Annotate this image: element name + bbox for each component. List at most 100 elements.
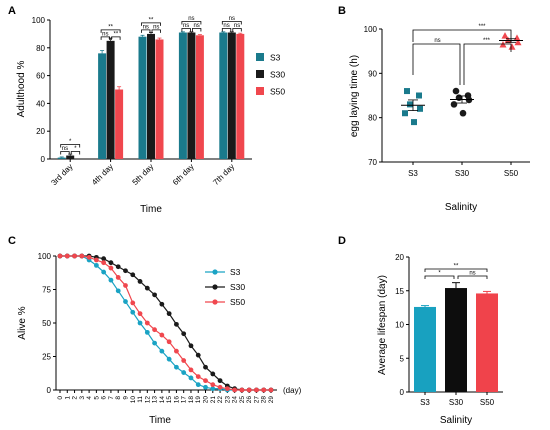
c-point-s50: [144, 320, 150, 326]
a-bar-s30: [106, 40, 115, 159]
a-bar-s30: [147, 33, 155, 159]
c-x-tick-label: 4: [86, 396, 93, 400]
d-significance-label: *: [438, 271, 441, 277]
d-bar-s3: [414, 306, 436, 392]
c-point-s30: [174, 321, 179, 327]
c-x-tick-label: 5: [93, 396, 100, 400]
c-x-tick-label: 16: [173, 396, 180, 404]
a-significance-label: **: [108, 24, 113, 30]
a-significance-bracket: [181, 28, 191, 32]
b-y-axis-label: egg laying time (h): [349, 55, 360, 137]
c-point-s50: [268, 387, 274, 393]
c-point-s50: [93, 257, 99, 263]
b-point-s50: [501, 32, 509, 39]
b-point-s50: [504, 36, 512, 44]
b-point-s50: [508, 43, 516, 50]
b-point-s30: [459, 109, 467, 117]
a-significance-label: ns: [143, 24, 149, 30]
c-x-axis-label: Time: [149, 415, 171, 426]
d-x-tick-label: S3: [420, 398, 430, 407]
a-significance-label: ns: [223, 23, 229, 29]
c-point-s3: [137, 320, 143, 326]
c-point-s3: [144, 329, 150, 335]
b-point-s3: [407, 101, 413, 108]
c-point-s50: [188, 367, 194, 373]
b-point-s3: [404, 88, 410, 95]
b-point-s3: [411, 119, 417, 126]
d-x-axis-label: Salinity: [440, 415, 472, 426]
c-x-tick-label: 3: [79, 396, 86, 400]
c-point-s50: [217, 384, 223, 390]
a-significance-bracket: [232, 28, 242, 32]
a-significance-bracket: [141, 29, 151, 33]
b-x-tick-label: S50: [504, 169, 519, 178]
c-x-tick-label: 8: [115, 396, 122, 400]
c-point-s50: [72, 253, 77, 259]
c-point-s50: [79, 253, 85, 259]
a-significance-label: **: [114, 31, 119, 37]
a-y-tick-label: 80: [36, 44, 45, 53]
c-point-s30: [130, 272, 136, 278]
panel-letter-c: C: [8, 235, 16, 247]
b-point-s30: [450, 101, 458, 108]
a-x-tick-label: 3rd day: [49, 162, 74, 187]
a-y-tick-label: 40: [36, 99, 45, 108]
a-bar-s3: [138, 36, 147, 159]
d-x-tick-label: S50: [480, 398, 495, 407]
d-y-tick-label: 10: [395, 321, 404, 330]
c-y-tick-label: 100: [38, 252, 52, 261]
c-point-s30: [108, 260, 114, 266]
c-x-tick-label: 26: [246, 396, 253, 404]
c-point-s50: [232, 387, 238, 393]
a-x-tick-label: 5th day: [130, 162, 155, 187]
a-significance-bracket: [141, 22, 161, 26]
c-x-tick-label: 12: [144, 396, 151, 404]
a-significance-bracket: [111, 36, 121, 40]
c-point-s30: [210, 371, 216, 377]
a-significance-bracket: [70, 151, 81, 155]
a-significance-bracket: [221, 28, 232, 32]
c-y-tick-label: 50: [42, 319, 51, 328]
panel-letter-b: B: [338, 5, 346, 17]
c-point-s50: [254, 387, 259, 393]
b-point-s50: [514, 38, 522, 46]
a-legend-label: S30: [270, 70, 285, 80]
c-legend-marker-s3: [212, 269, 218, 275]
c-point-s50: [239, 387, 245, 393]
c-point-s30: [188, 343, 194, 349]
b-x-axis-label: Salinity: [445, 202, 477, 213]
c-point-s50: [57, 253, 63, 259]
b-x-tick-label: S30: [455, 169, 470, 178]
a-x-tick-label: 6th day: [171, 162, 196, 187]
c-x-tick-label: 22: [217, 396, 224, 404]
c-point-s3: [203, 384, 208, 390]
c-point-s50: [246, 387, 252, 393]
d-y-tick-label: 20: [395, 253, 404, 262]
d-significance-bracket: [424, 275, 455, 279]
c-point-s3: [181, 370, 187, 375]
c-y-tick-label: 0: [47, 386, 52, 395]
c-point-s30: [152, 292, 157, 298]
c-x-tick-label: 2: [72, 396, 79, 400]
d-y-tick-label: 5: [400, 354, 405, 363]
a-x-axis-label: Time: [140, 204, 162, 215]
d-x-tick-label: S30: [449, 398, 464, 407]
c-point-s3: [210, 386, 216, 392]
a-legend-label: S3: [270, 53, 281, 63]
c-point-s3: [166, 356, 172, 362]
b-point-s3: [416, 92, 422, 99]
a-significance-label: ns: [102, 31, 108, 37]
c-point-s30: [115, 264, 121, 270]
c-point-s30: [101, 256, 107, 262]
c-point-s3: [115, 288, 121, 294]
c-point-s50: [64, 253, 70, 259]
a-significance-label: ns: [62, 146, 68, 152]
c-legend-label: S30: [230, 282, 245, 292]
a-significance-label: **: [149, 17, 154, 23]
a-legend-label: S50: [270, 87, 285, 97]
c-point-s50: [115, 275, 121, 280]
c-point-s30: [195, 352, 201, 358]
c-point-s50: [195, 374, 201, 379]
c-x-tick-label: 29: [268, 396, 275, 404]
c-point-s50: [181, 358, 187, 363]
